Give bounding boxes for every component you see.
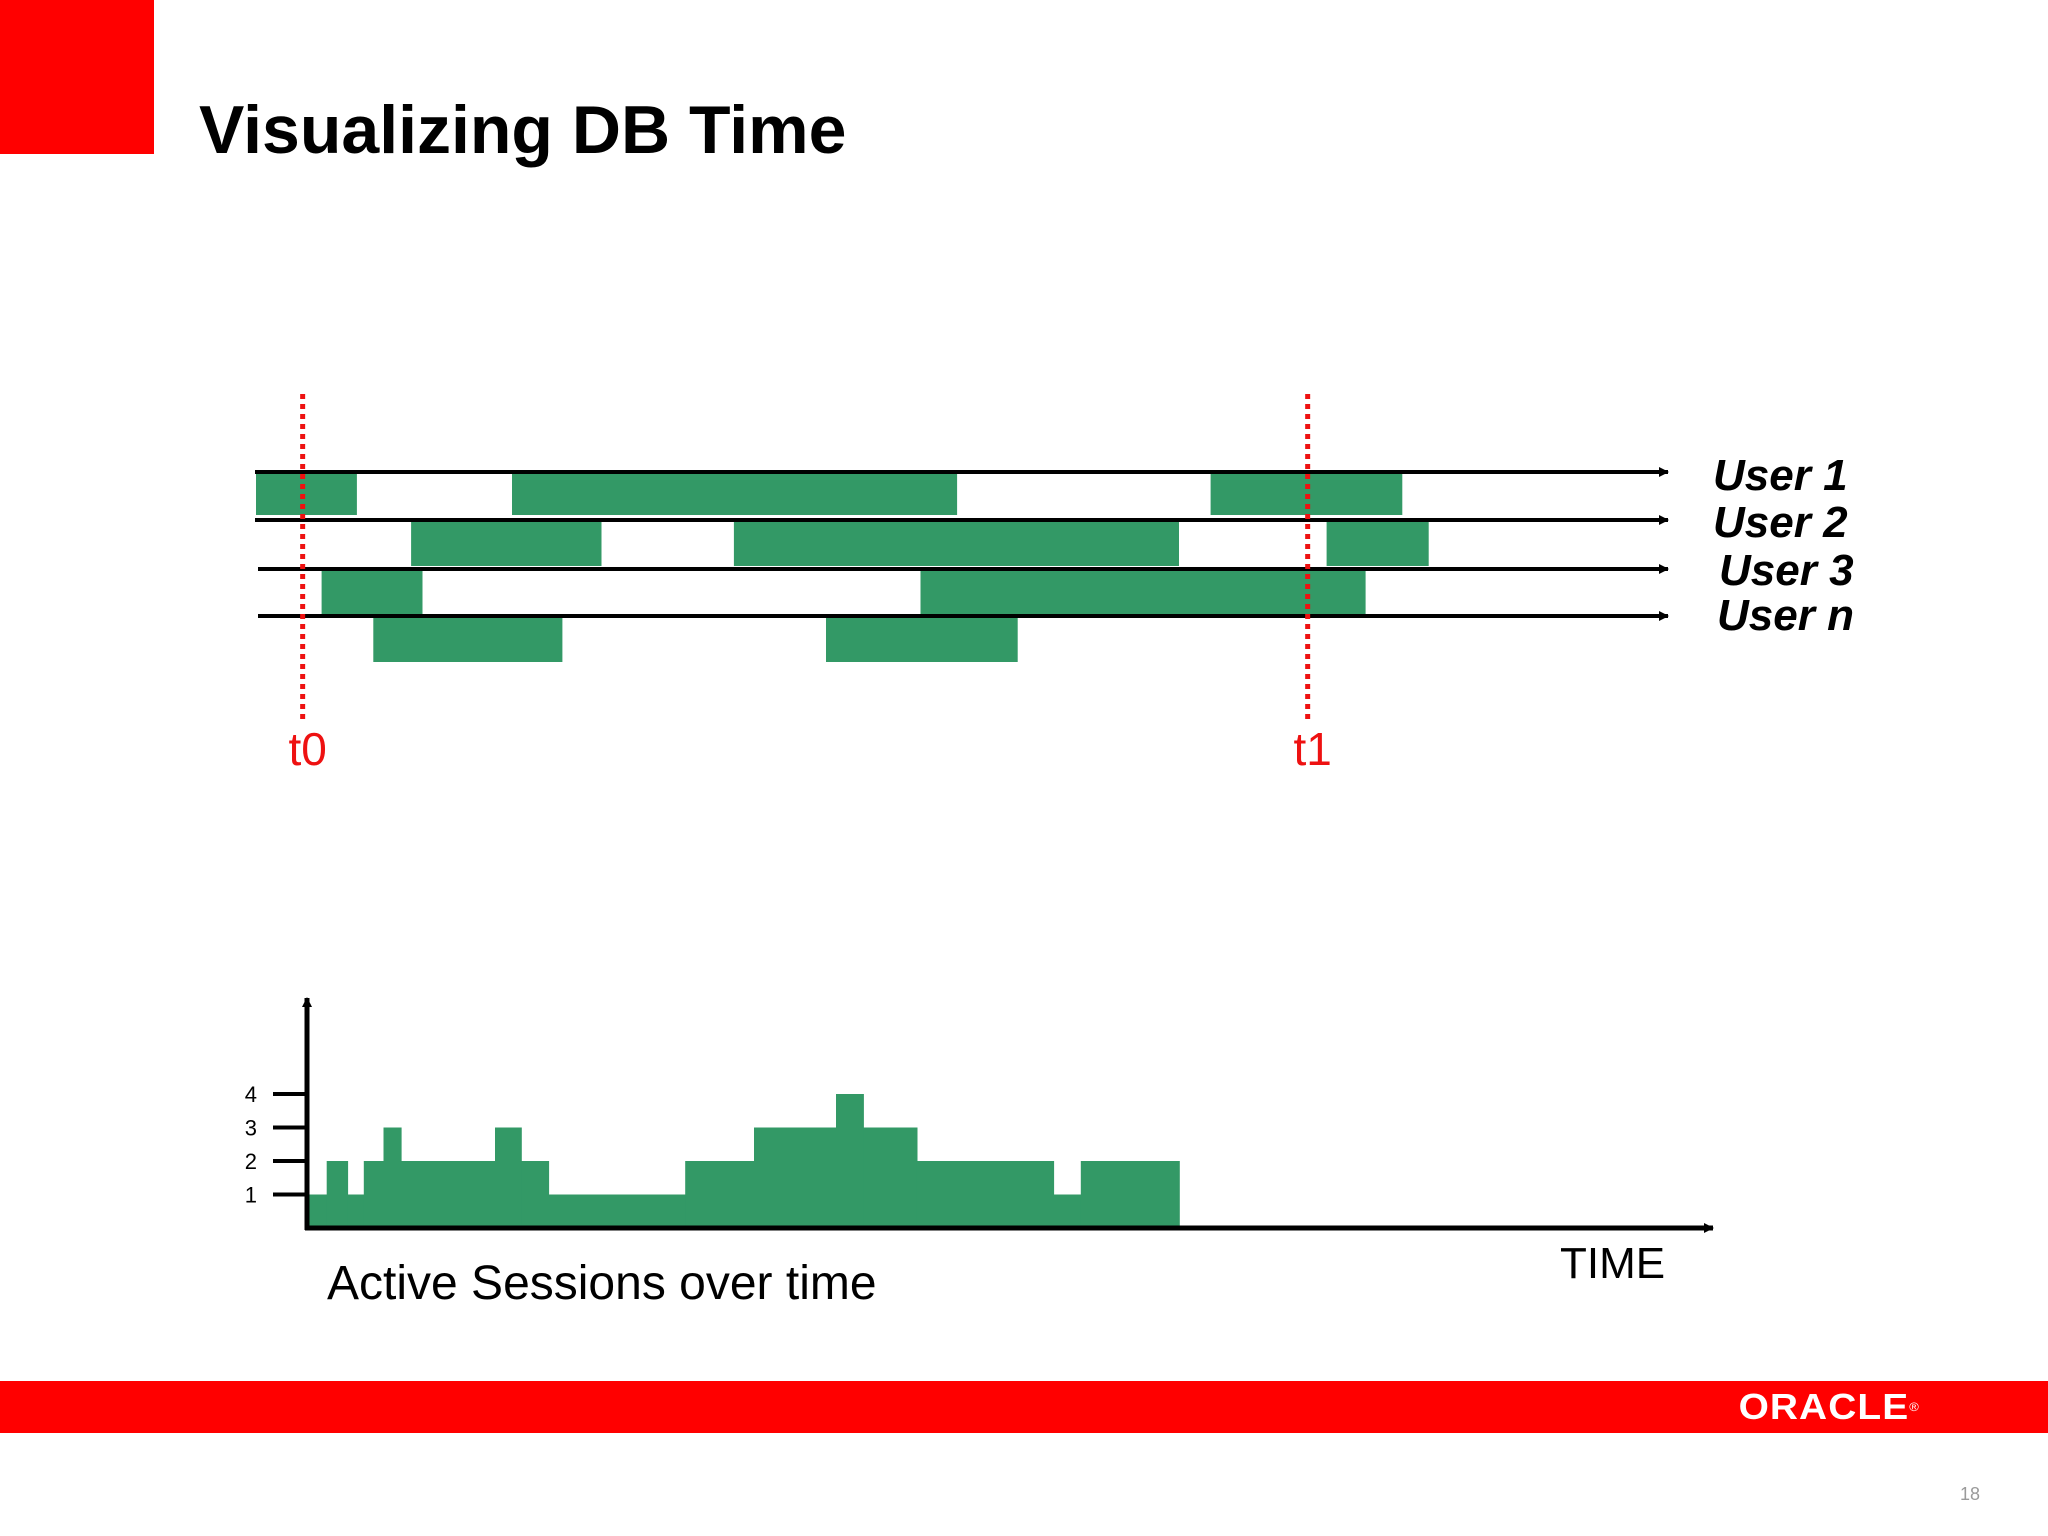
user-1-activity-bar-2 xyxy=(512,470,958,515)
session-step-8 xyxy=(521,1161,550,1228)
session-step-15 xyxy=(1053,1194,1082,1228)
user-4-activity-bar-1 xyxy=(373,617,563,662)
user-2-activity-bar-3 xyxy=(1326,521,1429,566)
y-tick-label-3: 3 xyxy=(245,1116,257,1141)
user-3-activity-bar-2 xyxy=(920,569,1366,614)
footer-bar xyxy=(0,1381,2048,1433)
y-tick-label-1: 1 xyxy=(245,1183,257,1208)
session-step-13 xyxy=(863,1127,918,1228)
session-step-1 xyxy=(307,1194,328,1228)
session-step-2 xyxy=(326,1161,349,1228)
session-step-6 xyxy=(401,1161,496,1228)
active-sessions-chart: 1 2 3 4 Active Sessions over time TIME xyxy=(245,997,1714,1310)
session-step-4 xyxy=(363,1161,385,1228)
slide-title: Visualizing DB Time xyxy=(199,92,847,168)
session-step-9 xyxy=(548,1194,686,1228)
marker-t0-label: t0 xyxy=(288,723,326,775)
user-4-label: User n xyxy=(1717,591,1854,640)
user-2-activity-bar-1 xyxy=(411,521,602,566)
user-1-activity-bar-1 xyxy=(256,470,357,515)
session-step-10 xyxy=(685,1161,755,1228)
session-step-16 xyxy=(1080,1161,1180,1228)
marker-t1-label: t1 xyxy=(1293,723,1331,775)
y-tick-label-2: 2 xyxy=(245,1149,257,1174)
user-3-activity-bar-1 xyxy=(321,569,423,614)
oracle-logo: ORACLE® xyxy=(1738,1386,1920,1427)
session-step-11 xyxy=(754,1127,837,1228)
session-step-3 xyxy=(347,1194,365,1228)
user-1-label: User 1 xyxy=(1713,451,1848,500)
session-step-12 xyxy=(836,1094,864,1228)
session-step-14 xyxy=(916,1161,1055,1228)
corner-brand-block xyxy=(0,0,154,154)
user-4-activity-bar-2 xyxy=(826,617,1018,662)
page-number: 18 xyxy=(1960,1484,1981,1504)
user-2-label: User 2 xyxy=(1713,498,1848,547)
session-step-5 xyxy=(383,1127,402,1228)
chart-title: Active Sessions over time xyxy=(327,1257,877,1310)
session-step-7 xyxy=(495,1127,522,1228)
x-axis-label: TIME xyxy=(1560,1239,1665,1288)
user-2-activity-bar-2 xyxy=(733,521,1179,566)
user-3-label: User 3 xyxy=(1719,546,1854,595)
y-tick-label-4: 4 xyxy=(245,1082,257,1107)
